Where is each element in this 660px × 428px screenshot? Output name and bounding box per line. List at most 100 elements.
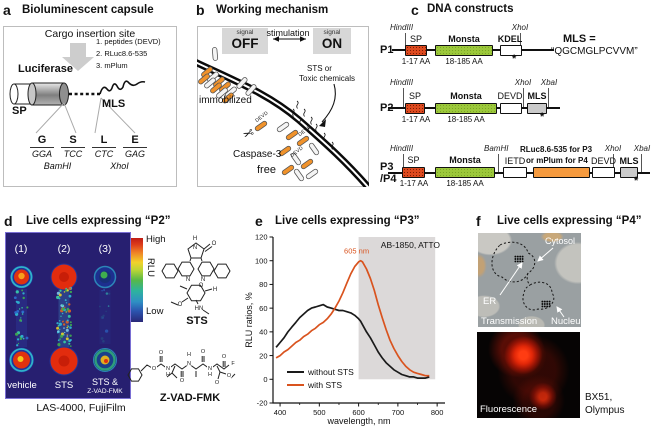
- svg-text:F: F: [231, 361, 235, 367]
- enzyme-label: XhoI: [110, 160, 129, 171]
- restriction-tick: [613, 154, 614, 172]
- lane-label: STS: [54, 380, 74, 391]
- svg-text:500: 500: [313, 408, 326, 417]
- svg-text:0: 0: [263, 375, 267, 384]
- svg-text:H: H: [187, 352, 191, 358]
- cargo-item-2: 2. RLuc8.6-535: [96, 49, 148, 58]
- svg-text:wavelength, nm: wavelength, nm: [326, 416, 390, 426]
- monsta-box-label: Monsta: [449, 155, 481, 165]
- mechanism-drawing: [197, 36, 369, 187]
- svg-text:O: O: [178, 302, 183, 308]
- construct-p3-p4: P3 /P4 HindIII BamHI XhoI XbaI RLuc8.6-5…: [380, 140, 660, 198]
- svg-text:N: N: [186, 277, 190, 283]
- mls-box: [620, 166, 638, 178]
- panel-e-letter: e: [255, 213, 263, 229]
- asterisk: *: [540, 111, 545, 123]
- panel-a-box: [3, 26, 177, 187]
- sts-structure-label: STS: [186, 315, 208, 327]
- signal-off-box: signal OFF: [222, 28, 268, 54]
- aa-range-label: 18-185 AA: [446, 179, 484, 188]
- construct-name: P1: [380, 44, 394, 56]
- transmission-caption: Transmission: [481, 316, 538, 327]
- trigger-arrow: [321, 83, 336, 123]
- capsules: [198, 47, 320, 182]
- lane-number: (1): [14, 243, 28, 255]
- aa-range-label: 18-185 AA: [447, 115, 485, 124]
- mls-label: MLS: [102, 98, 126, 110]
- svg-text:without STS: without STS: [307, 367, 354, 377]
- aa-letter: E: [123, 134, 147, 148]
- fluorescence-caption: Fluorescence: [480, 404, 538, 415]
- luciferase-label: Luciferase: [18, 63, 74, 75]
- restriction-tick: [641, 154, 642, 172]
- instrument-caption: LAS-4000, FujiFilm: [36, 402, 126, 414]
- restriction-tick: [403, 88, 404, 108]
- lane3-speckles: [99, 288, 111, 343]
- svg-text:O: O: [212, 241, 217, 247]
- lane-label: STS &: [91, 377, 118, 387]
- ietd-box-label: IETD: [504, 155, 526, 166]
- cleaved-stubs: [292, 100, 334, 150]
- svg-text:AB-1850, ATTO: AB-1850, ATTO: [381, 240, 441, 250]
- svg-text:RLU ratios, %: RLU ratios, %: [244, 292, 254, 348]
- restriction-tick: [548, 88, 549, 108]
- panel-a-letter: a: [3, 2, 11, 18]
- cargo-insertion-title: Cargo insertion site: [44, 28, 136, 40]
- svg-text:O: O: [199, 283, 204, 289]
- svg-text:O: O: [180, 378, 185, 384]
- restriction-tick: [405, 33, 406, 50]
- svg-text:O: O: [215, 380, 220, 386]
- fluorescence-image: [477, 332, 580, 418]
- er-arrow: [499, 262, 523, 296]
- restriction-label-xhoi: XhoI: [511, 23, 529, 32]
- restriction-label-xbai: XbaI: [633, 144, 651, 153]
- monsta-box: [435, 102, 497, 114]
- svg-text:O: O: [201, 349, 206, 355]
- microscope-label-1: BX51,: [585, 392, 613, 403]
- cytosol-arrow: [537, 247, 554, 262]
- svg-text:60: 60: [259, 304, 267, 313]
- er-cluster: [541, 300, 551, 308]
- panel-e-title: Live cells expressing “P3”: [275, 215, 420, 227]
- construct-name: /P4: [380, 173, 397, 185]
- svg-text:N: N: [193, 245, 197, 251]
- signal-off-label: OFF: [231, 35, 259, 51]
- transmission-image: [478, 233, 581, 327]
- trigger-label-2: Toxic chemicals: [299, 74, 356, 83]
- immobilized-label: immobilized: [199, 95, 252, 106]
- ietd-box: [503, 166, 527, 178]
- rlu-axis-label: RLU: [145, 258, 156, 278]
- codon: CTC: [94, 148, 114, 159]
- devd-box-label: DEVD: [590, 155, 616, 166]
- er-cluster: [514, 255, 524, 263]
- restriction-tick: [498, 154, 499, 172]
- sp-box: [402, 166, 425, 178]
- svg-text:700: 700: [392, 408, 405, 417]
- mls-box-label: MLS: [619, 155, 639, 166]
- svg-text:80: 80: [259, 280, 267, 289]
- panel-b-title: Working mechanism: [216, 4, 329, 16]
- aa-letter: G: [30, 134, 54, 148]
- cell-outline: [522, 281, 555, 311]
- cytosol-label: Cytosol: [545, 236, 576, 246]
- restriction-tick: [403, 154, 404, 172]
- kdel-box-label: KDEL: [497, 34, 523, 44]
- svg-text:800: 800: [431, 408, 444, 417]
- svg-text:120: 120: [255, 233, 268, 242]
- svg-text:H: H: [213, 287, 217, 293]
- mls-definition-rhs: “QGCMGLPCVVM”: [551, 46, 638, 57]
- cargo-box-label-2: or mPlum for P4: [526, 155, 588, 165]
- microscope-label-2: Olympus: [585, 405, 625, 416]
- panel-c-letter: c: [411, 2, 419, 18]
- colorbar: [131, 238, 143, 322]
- monsta-box: [435, 44, 493, 56]
- svg-text:100: 100: [255, 256, 268, 265]
- construct-p2: P2 HindIII XhoI XbaI SP Monsta DEVD MLS …: [380, 75, 660, 130]
- svg-text:H: H: [208, 372, 212, 378]
- svg-text:N: N: [208, 366, 212, 372]
- restriction-label-xhoi: XhoI: [514, 78, 532, 87]
- codon-site-xhoi: L CTC E GAG XhoI: [92, 134, 147, 171]
- aa-range-label: 1-17 AA: [401, 115, 431, 124]
